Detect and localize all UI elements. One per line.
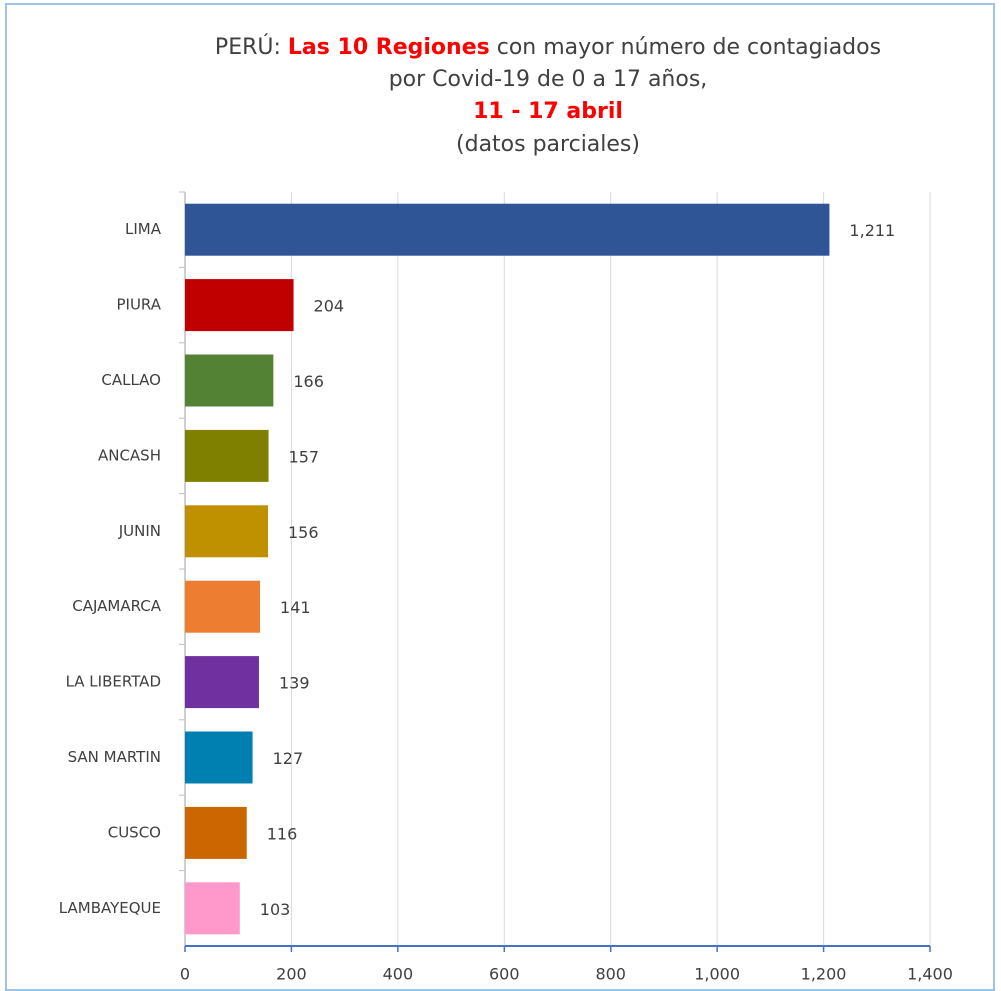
title-segment: 11 - 17 abril [473, 99, 623, 124]
bar [185, 279, 294, 332]
value-label: 139 [279, 674, 310, 693]
title-segment: Las 10 Regiones [288, 35, 490, 60]
title-segment: PERÚ: [215, 34, 281, 60]
y-tick-label: LIMA [125, 220, 162, 238]
title-segment: con mayor número de contagiados [497, 35, 881, 60]
title-segment: por Covid-19 de 0 a 17 años, [389, 67, 708, 92]
x-tick-label: 1,400 [907, 965, 953, 984]
bar [185, 429, 269, 482]
chart-frame [5, 3, 995, 991]
bar [185, 656, 259, 709]
y-tick-label: LA LIBERTAD [66, 673, 161, 691]
y-tick-label: SAN MARTIN [68, 748, 161, 766]
bar [185, 505, 269, 558]
x-tick-label: 400 [383, 965, 414, 984]
bar [185, 203, 830, 256]
value-label: 116 [267, 824, 298, 843]
value-label: 166 [293, 372, 324, 391]
title-segment: (datos parciales) [456, 132, 640, 157]
y-tick-label: LAMBAYEQUE [59, 899, 161, 917]
chart-title: (datos parciales) [456, 132, 640, 157]
y-tick-label: JUNIN [118, 522, 161, 540]
x-tick-label: 600 [489, 965, 520, 984]
value-label: 127 [273, 749, 304, 768]
bar [185, 580, 261, 633]
chart-title: 11 - 17 abril [473, 99, 623, 124]
y-tick-label: CAJAMARCA [72, 597, 162, 615]
value-label: 157 [289, 447, 320, 466]
value-label: 103 [260, 900, 291, 919]
bar [185, 806, 247, 859]
x-tick-label: 800 [595, 965, 626, 984]
x-tick-label: 1,200 [801, 965, 847, 984]
bar [185, 354, 274, 407]
value-label: 156 [288, 523, 319, 542]
y-tick-label: PIURA [116, 296, 161, 314]
value-label: 204 [314, 297, 345, 316]
bar [185, 882, 240, 935]
value-label: 141 [280, 598, 311, 617]
y-tick-label: ANCASH [98, 446, 161, 464]
bar [185, 731, 253, 784]
x-tick-label: 200 [276, 965, 307, 984]
y-tick-label: CALLAO [101, 371, 161, 389]
x-tick-label: 0 [180, 965, 190, 984]
x-tick-label: 1,000 [694, 965, 740, 984]
y-tick-label: CUSCO [108, 823, 161, 841]
chart-title: PERÚ: Las 10 Regiones con mayor número de … [215, 34, 881, 60]
chart-title: por Covid-19 de 0 a 17 años, [389, 67, 708, 92]
value-label: 1,211 [849, 221, 895, 240]
